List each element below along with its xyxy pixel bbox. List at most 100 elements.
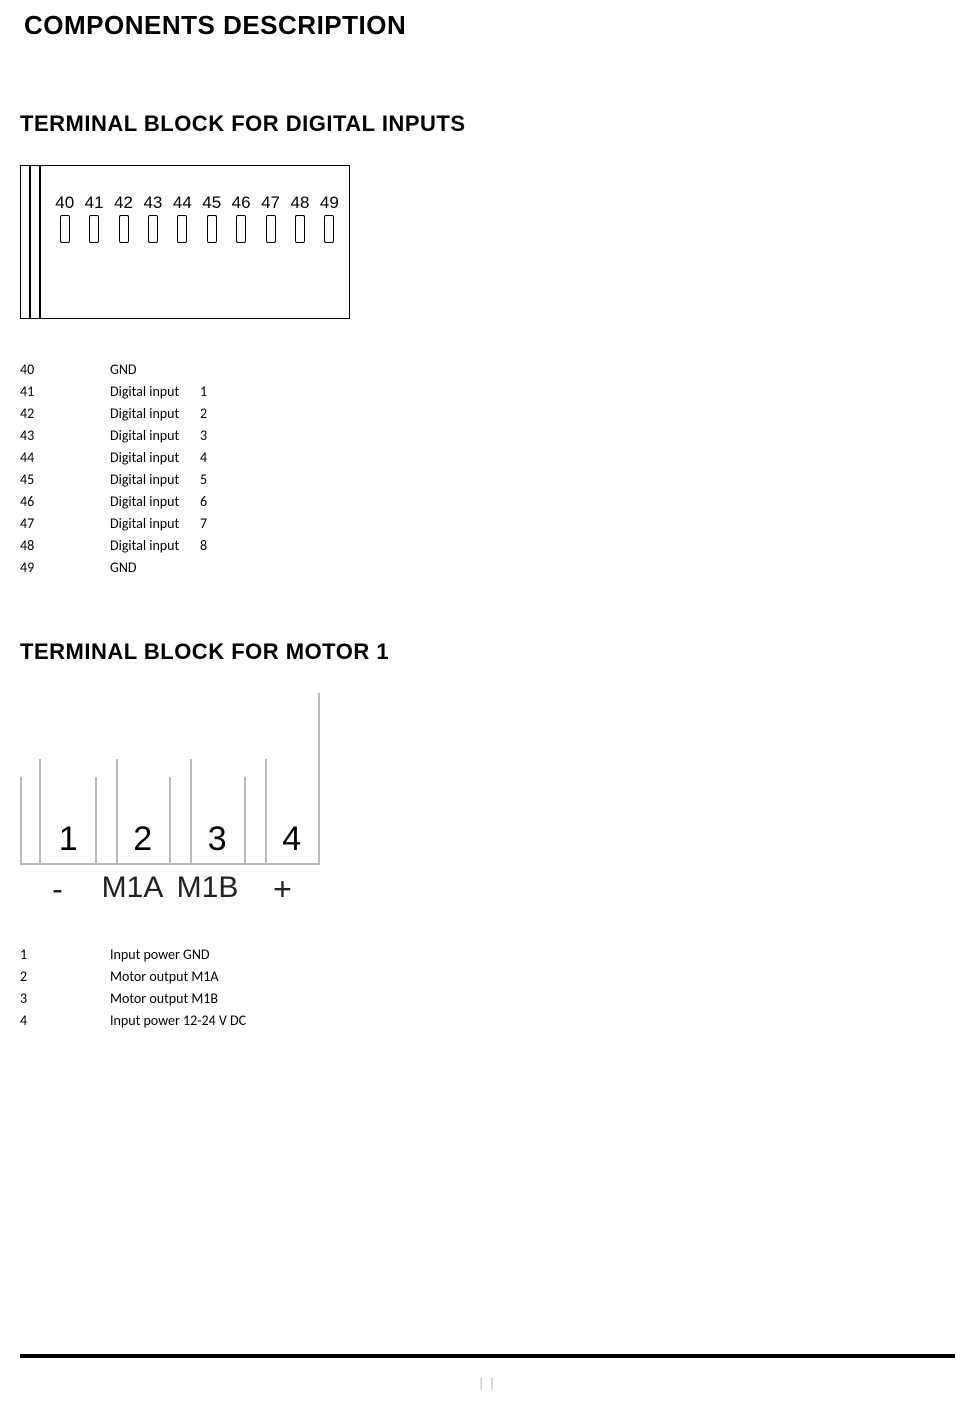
pin-label: Digital input (110, 469, 200, 491)
pin-label: Digital input (110, 513, 200, 535)
table-row: 40GND (20, 359, 955, 381)
terminal-pin-slot (60, 215, 70, 243)
terminal-pin: 45 (202, 194, 221, 243)
motor-terminal-bottom-label: M1A (95, 871, 170, 908)
terminal-pin-label: 42 (114, 194, 133, 211)
pin-index (200, 359, 230, 381)
terminal-pin-label: 45 (202, 194, 221, 211)
pin-number: 43 (20, 425, 110, 447)
pin-number: 2 (20, 966, 110, 988)
motor-terminal-cell: 4 (244, 693, 319, 863)
pin-number: 47 (20, 513, 110, 535)
terminal-pin-slot (177, 215, 187, 243)
pin-label: Digital input (110, 403, 200, 425)
pin-index: 2 (200, 403, 230, 425)
pin-number: 48 (20, 535, 110, 557)
motor-terminal-bottom-label: - (20, 871, 95, 908)
section-heading-motor: TERMINAL BLOCK FOR MOTOR 1 (20, 639, 955, 665)
pin-index: 8 (200, 535, 230, 557)
motor-terminal-bottom-label: + (245, 871, 320, 908)
terminal-pin: 41 (84, 194, 103, 243)
terminal-separator (190, 759, 192, 863)
digital-pin-table: 40GND41Digital input142Digital input243D… (20, 359, 955, 579)
pin-number: 41 (20, 381, 110, 403)
pin-number: 1 (20, 944, 110, 966)
terminal-pin-label: 49 (320, 194, 339, 211)
table-row: 49GND (20, 557, 955, 579)
terminal-side-tab (20, 165, 30, 319)
terminal-separator (116, 759, 118, 863)
terminal-pin-slot (295, 215, 305, 243)
terminal-pin-label: 40 (55, 194, 74, 211)
terminal-pin: 42 (114, 194, 133, 243)
pin-label: Motor output M1B (110, 988, 410, 1010)
terminal-pin-slot (266, 215, 276, 243)
terminal-pin-slot (324, 215, 334, 243)
terminal-pin: 40 (55, 194, 74, 243)
footer-page-number: | | (0, 1376, 975, 1390)
terminal-side-tabs (20, 165, 40, 319)
terminal-pin-slot (148, 215, 158, 243)
terminal-pin-label: 44 (173, 194, 192, 211)
pin-index: 3 (200, 425, 230, 447)
table-row: 4Input power 12-24 V DC (20, 1010, 955, 1032)
motor-terminal-bottom-label: M1B (170, 871, 245, 908)
table-row: 3Motor output M1B (20, 988, 955, 1010)
table-row: 48Digital input8 (20, 535, 955, 557)
terminal-separator (169, 777, 171, 863)
pin-index: 6 (200, 491, 230, 513)
terminal-pin-slot (89, 215, 99, 243)
terminal-pin: 46 (231, 194, 250, 243)
table-row: 42Digital input2 (20, 403, 955, 425)
pin-label: GND (110, 557, 200, 579)
terminal-separator (244, 777, 246, 863)
terminal-pin-label: 43 (143, 194, 162, 211)
pin-label: Digital input (110, 381, 200, 403)
terminal-pin-label: 46 (232, 194, 251, 211)
pin-number: 49 (20, 557, 110, 579)
terminal-separator (20, 777, 22, 863)
terminal-block-digital-box: 40 41 42 43 44 45 46 47 48 49 (40, 165, 350, 319)
pin-number: 42 (20, 403, 110, 425)
pin-number: 3 (20, 988, 110, 1010)
terminal-separator (95, 777, 97, 863)
pin-label: Digital input (110, 425, 200, 447)
terminal-pin: 47 (261, 194, 280, 243)
table-row: 2Motor output M1A (20, 966, 955, 988)
pin-index: 1 (200, 381, 230, 403)
footer-rule (20, 1354, 955, 1358)
table-row: 44Digital input4 (20, 447, 955, 469)
pin-index (200, 557, 230, 579)
terminal-pin-label: 48 (290, 194, 309, 211)
pin-index: 7 (200, 513, 230, 535)
pin-number: 46 (20, 491, 110, 513)
table-row: 41Digital input1 (20, 381, 955, 403)
pin-label: GND (110, 359, 200, 381)
pin-label: Digital input (110, 491, 200, 513)
section-heading-digital: TERMINAL BLOCK FOR DIGITAL INPUTS (20, 111, 955, 137)
motor-terminal-cell: 1 (20, 693, 95, 863)
table-row: 46Digital input6 (20, 491, 955, 513)
motor-terminal-number: 1 (37, 820, 78, 863)
terminal-block-digital-diagram: 40 41 42 43 44 45 46 47 48 49 (20, 165, 955, 319)
table-row: 43Digital input3 (20, 425, 955, 447)
motor-pin-table: 1Input power GND2Motor output M1A3Motor … (20, 944, 955, 1032)
motor-terminal-cell: 3 (169, 693, 244, 863)
table-row: 45Digital input5 (20, 469, 955, 491)
pin-label: Motor output M1A (110, 966, 410, 988)
pin-number: 4 (20, 1010, 110, 1032)
terminal-pin: 48 (290, 194, 309, 243)
page-title: COMPONENTS DESCRIPTION (24, 10, 955, 41)
pin-number: 44 (20, 447, 110, 469)
table-row: 1Input power GND (20, 944, 955, 966)
pin-label: Input power GND (110, 944, 410, 966)
terminal-block-motor-diagram: 1234 -M1AM1B+ (20, 693, 320, 908)
terminal-separator (265, 759, 267, 863)
pin-index: 5 (200, 469, 230, 491)
terminal-pin-label: 47 (261, 194, 280, 211)
terminal-pin: 43 (143, 194, 162, 243)
pin-number: 40 (20, 359, 110, 381)
pin-index: 4 (200, 447, 230, 469)
terminal-pin: 44 (173, 194, 192, 243)
motor-terminal-cell: 2 (95, 693, 170, 863)
